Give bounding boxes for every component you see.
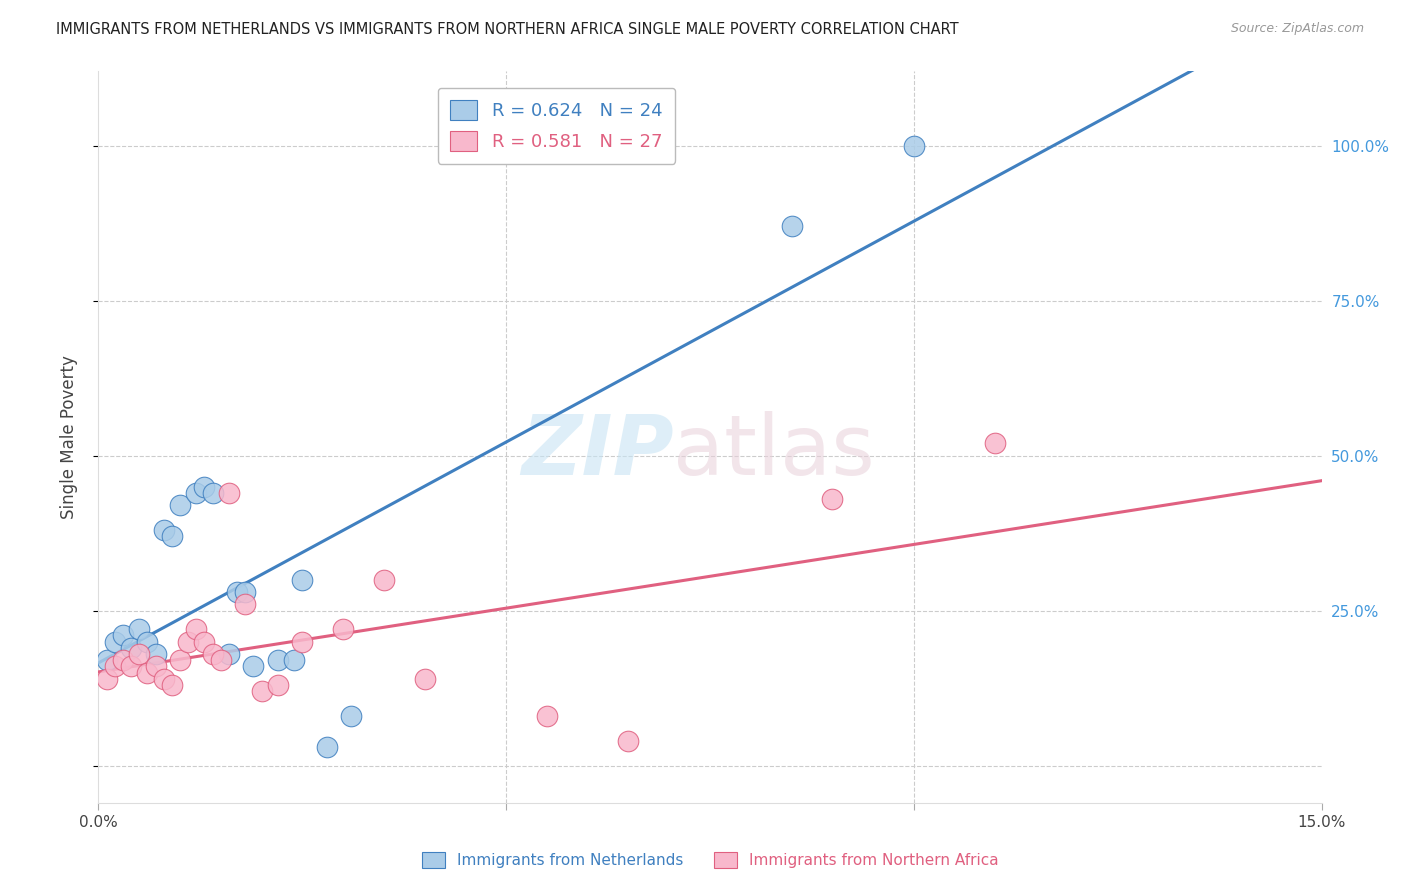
Text: ZIP: ZIP <box>520 411 673 492</box>
Point <box>780 219 803 234</box>
Point <box>160 529 183 543</box>
Point <box>903 138 925 153</box>
Point <box>111 628 134 642</box>
Point <box>340 709 363 723</box>
Point <box>145 647 167 661</box>
Point <box>152 672 174 686</box>
Point <box>283 653 305 667</box>
Point <box>120 640 142 655</box>
Point <box>373 573 395 587</box>
Point <box>291 634 314 648</box>
Point <box>332 622 354 636</box>
Point <box>218 647 240 661</box>
Point <box>104 634 127 648</box>
Point <box>169 653 191 667</box>
Point <box>193 634 215 648</box>
Point <box>169 498 191 512</box>
Point <box>128 647 150 661</box>
Point <box>201 486 224 500</box>
Point <box>242 659 264 673</box>
Point <box>96 672 118 686</box>
Point <box>267 653 290 667</box>
Point <box>821 491 844 506</box>
Point <box>536 709 558 723</box>
Text: Source: ZipAtlas.com: Source: ZipAtlas.com <box>1230 22 1364 36</box>
Text: IMMIGRANTS FROM NETHERLANDS VS IMMIGRANTS FROM NORTHERN AFRICA SINGLE MALE POVER: IMMIGRANTS FROM NETHERLANDS VS IMMIGRANT… <box>56 22 959 37</box>
Text: atlas: atlas <box>673 411 875 492</box>
Point <box>177 634 200 648</box>
Point <box>145 659 167 673</box>
Point <box>267 678 290 692</box>
Point <box>233 598 256 612</box>
Point <box>226 585 249 599</box>
Point <box>413 672 436 686</box>
Legend: Immigrants from Netherlands, Immigrants from Northern Africa: Immigrants from Netherlands, Immigrants … <box>413 845 1007 876</box>
Point <box>160 678 183 692</box>
Point <box>111 653 134 667</box>
Point <box>233 585 256 599</box>
Point <box>218 486 240 500</box>
Point <box>96 653 118 667</box>
Point <box>193 480 215 494</box>
Point <box>152 523 174 537</box>
Point <box>984 436 1007 450</box>
Point <box>120 659 142 673</box>
Point <box>315 739 337 754</box>
Point <box>201 647 224 661</box>
Y-axis label: Single Male Poverty: Single Male Poverty <box>59 355 77 519</box>
Point <box>250 684 273 698</box>
Point <box>209 653 232 667</box>
Point <box>186 486 208 500</box>
Point <box>617 734 640 748</box>
Point <box>128 622 150 636</box>
Point <box>186 622 208 636</box>
Point <box>136 665 159 680</box>
Point <box>104 659 127 673</box>
Point <box>136 634 159 648</box>
Point <box>291 573 314 587</box>
